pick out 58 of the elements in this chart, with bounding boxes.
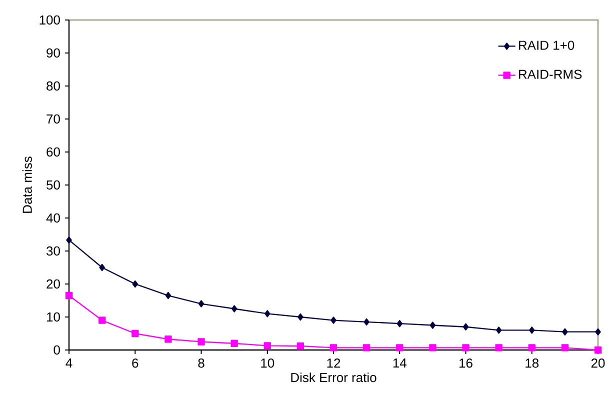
point [495, 344, 502, 352]
point [561, 344, 569, 352]
point [264, 342, 271, 350]
y-tick-label: 40 [46, 213, 60, 223]
x-tick-label: 4 [66, 358, 72, 368]
x-tick-label: 10 [261, 358, 274, 368]
point [98, 316, 106, 324]
point [231, 305, 238, 312]
point [496, 326, 502, 334]
y-tick-label: 70 [46, 114, 60, 124]
point [164, 335, 172, 343]
point [165, 292, 172, 300]
point [396, 320, 402, 328]
x-axis-title: Disk Error ratio [291, 372, 376, 382]
point [330, 344, 338, 352]
point [462, 344, 470, 352]
y-tick-label: 90 [46, 48, 60, 58]
point [198, 300, 204, 308]
x-tick-label: 16 [460, 358, 472, 368]
y-tick-label: 0 [54, 345, 60, 355]
point [99, 264, 105, 272]
y-tick-label: 30 [46, 246, 60, 256]
point [562, 328, 568, 336]
y-tick-label: 60 [46, 147, 60, 157]
point [528, 344, 536, 352]
point [396, 344, 404, 352]
y-tick-label: 50 [46, 180, 60, 190]
point [529, 326, 535, 334]
point [66, 236, 72, 244]
point [132, 280, 138, 288]
point [429, 344, 436, 352]
x-tick-label: 18 [526, 358, 539, 368]
point [198, 338, 205, 346]
point [298, 313, 304, 321]
point [230, 340, 238, 347]
x-tick-label: 14 [393, 358, 406, 368]
legend-label: RAID 1+0 [519, 40, 574, 50]
y-tick-label: 10 [47, 312, 60, 322]
x-tick-label: 12 [327, 358, 340, 368]
y-axis-title: Data miss [22, 156, 32, 213]
legend-label: RAID-RMS [519, 70, 582, 79]
point [594, 346, 602, 354]
point [430, 322, 436, 329]
x-tick-label: 8 [198, 358, 204, 368]
point [462, 323, 469, 330]
point [296, 342, 304, 350]
x-tick-label: 20 [591, 358, 605, 368]
point [65, 292, 73, 300]
point [362, 344, 370, 352]
y-tick-label: 20 [46, 279, 60, 289]
y-tick-label: 80 [46, 81, 60, 91]
point [264, 310, 270, 318]
point [132, 330, 139, 338]
point [330, 316, 336, 324]
point [595, 328, 601, 336]
x-tick-label: 6 [132, 358, 138, 368]
point [364, 318, 370, 326]
y-tick-label: 100 [40, 15, 60, 25]
